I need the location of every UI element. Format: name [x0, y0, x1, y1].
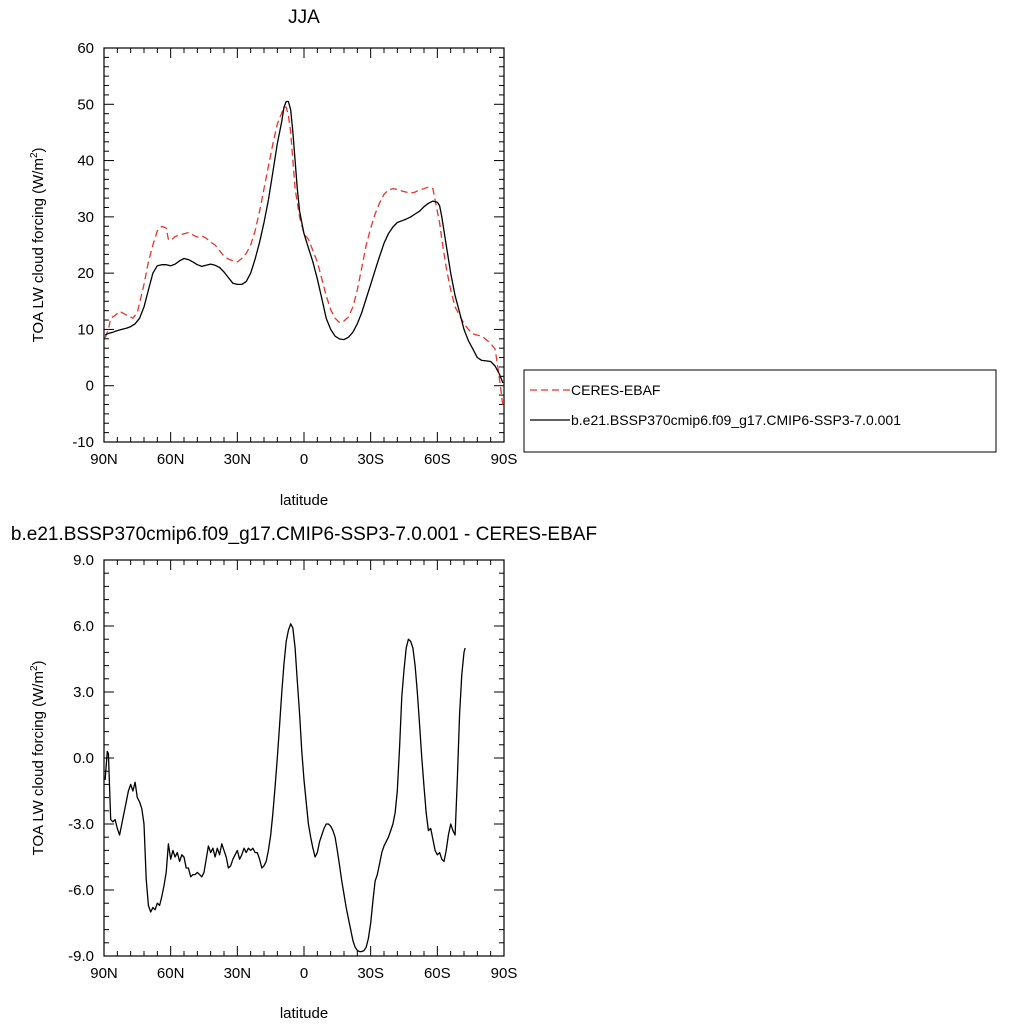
bottom-x-tick-label: 60N: [157, 965, 185, 982]
top-tick-labels: 90N 60N 30N 0 30S 60S 90S -10 0 10 20 30 40 50 60: [72, 40, 517, 468]
bottom-x-axis-label: latitude: [280, 1005, 328, 1022]
top-x-tick-label: 60N: [157, 451, 185, 468]
top-x-axis-label: latitude: [280, 492, 328, 509]
top-series-line-1: [104, 100, 504, 384]
top-x-tick-label: 30S: [357, 451, 384, 468]
bottom-y-tick-label: 9.0: [73, 552, 94, 569]
bottom-y-tick-label: 3.0: [73, 684, 94, 701]
legend: CERES-EBAF b.e21.BSSP370cmip6.f09_g17.CM…: [523, 369, 997, 453]
top-x-tick-label: 90S: [491, 451, 518, 468]
bottom-x-tick-label: 30S: [357, 965, 384, 982]
top-y-tick-label: 20: [77, 265, 94, 282]
top-plot-title: JJA: [288, 7, 320, 28]
top-x-tick-label: 0: [300, 451, 308, 468]
top-series-lines: [104, 100, 504, 408]
bottom-x-tick-label: 60S: [424, 965, 451, 982]
bottom-y-tick-label: 0.0: [73, 750, 94, 767]
bottom-y-tick-label: -6.0: [68, 882, 94, 899]
bottom-series-lines: [104, 623, 466, 953]
top-series-line-0: [104, 106, 504, 408]
bottom-tick-labels: 90N 60N 30N 0 30S 60S 90S -9.0 -6.0 -3.0 0.0 3.0 6.0…: [68, 552, 517, 982]
bottom-x-tick-label: 90N: [90, 965, 118, 982]
top-y-tick-label: 0: [86, 378, 94, 395]
top-x-tick-label: 60S: [424, 451, 451, 468]
bottom-y-tick-label: -9.0: [68, 948, 94, 965]
bottom-plot-title: b.e21.BSSP370cmip6.f09_g17.CMIP6-SSP3-7.…: [11, 524, 597, 545]
bottom-y-tick-label: 6.0: [73, 618, 94, 635]
top-y-axis-label: TOA LW cloud forcing (W/m2): [29, 147, 47, 342]
bottom-x-tick-label: 0: [300, 965, 308, 982]
bottom-y-tick-label: -3.0: [68, 816, 94, 833]
top-axis-ticks: [103, 47, 505, 443]
legend-label-ceres-ebaf: CERES-EBAF: [571, 382, 660, 398]
bottom-x-tick-label: 90S: [491, 965, 518, 982]
bottom-y-axis-label: TOA LW cloud forcing (W/m2): [29, 660, 47, 855]
top-x-tick-label: 90N: [90, 451, 118, 468]
legend-box: [523, 369, 997, 453]
bottom-x-tick-label: 30N: [224, 965, 252, 982]
top-plot-frame: [103, 47, 505, 443]
top-panel: JJA 90N 60N 30N 0 30S 60S 90S-100102030405060 …: [29, 7, 997, 509]
top-y-tick-label: 50: [77, 96, 94, 113]
top-x-tick-label: 30N: [224, 451, 252, 468]
top-y-tick-label: 40: [77, 153, 94, 170]
top-y-tick-label: 30: [77, 209, 94, 226]
top-y-tick-label: -10: [72, 434, 94, 451]
bottom-plot-frame: [103, 559, 505, 957]
bottom-panel: b.e21.BSSP370cmip6.f09_g17.CMIP6-SSP3-7.…: [11, 524, 597, 1022]
bottom-series-line-0: [104, 623, 466, 953]
top-y-tick-label: 60: [77, 40, 94, 57]
bottom-axis-ticks: [103, 559, 505, 957]
legend-label-model: b.e21.BSSP370cmip6.f09_g17.CMIP6-SSP3-7.…: [571, 412, 901, 428]
top-y-tick-label: 10: [77, 321, 94, 338]
